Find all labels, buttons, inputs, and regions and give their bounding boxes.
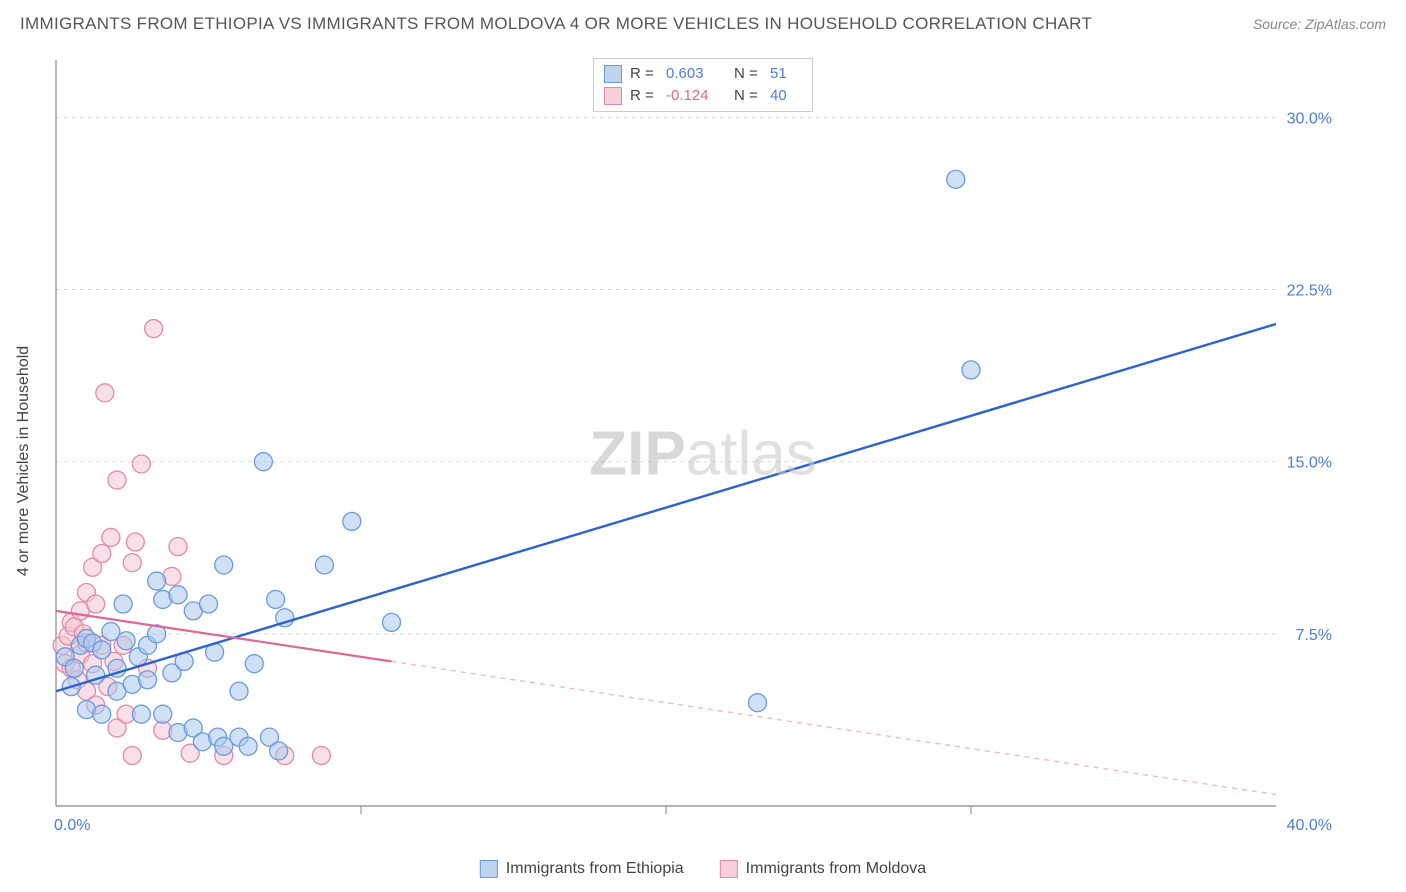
legend-row: R = -0.124 N = 40 [604,85,802,107]
data-point [93,641,111,659]
data-point [343,512,361,530]
legend-swatch [604,65,622,83]
legend-item: Immigrants from Moldova [720,860,927,878]
x-tick-label: 40.0% [1287,817,1332,834]
data-point [245,655,263,673]
y-tick-label: 30.0% [1287,110,1332,127]
y-axis-label: 4 or more Vehicles in Household [15,346,33,576]
data-point [145,320,163,338]
data-point [108,471,126,489]
data-point [132,455,150,473]
data-point [126,533,144,551]
scatter-chart: 7.5% 15.0% 22.5% 30.0% 0.0% 40.0% [16,46,1336,836]
data-point [267,590,285,608]
y-tick-label: 15.0% [1287,455,1332,472]
data-point [215,556,233,574]
r-value: 0.603 [666,63,726,85]
data-point [139,671,157,689]
legend-row: R = 0.603 N = 51 [604,63,802,85]
y-tick-label: 22.5% [1287,283,1332,300]
data-point [254,453,272,471]
data-point [962,361,980,379]
data-point [383,613,401,631]
chart-area: 4 or more Vehicles in Household ZIPatlas… [16,46,1390,876]
x-tick-label: 0.0% [54,817,90,834]
data-point [123,554,141,572]
data-point [65,659,83,677]
n-label: N = [734,85,762,107]
legend-item: Immigrants from Ethiopia [480,860,684,878]
n-label: N = [734,63,762,85]
data-point [239,737,257,755]
data-point [270,742,288,760]
chart-title: IMMIGRANTS FROM ETHIOPIA VS IMMIGRANTS F… [20,14,1092,34]
n-value: 40 [770,85,802,107]
series-legend: Immigrants from Ethiopia Immigrants from … [480,860,926,878]
r-value: -0.124 [666,85,726,107]
legend-swatch [604,87,622,105]
data-point [169,586,187,604]
legend-swatch [720,860,738,878]
data-point [123,747,141,765]
r-label: R = [630,63,658,85]
data-point [102,528,120,546]
data-point [93,705,111,723]
legend-label: Immigrants from Moldova [746,860,927,878]
data-point [947,170,965,188]
trend-line-moldova-extrapolated [392,661,1277,794]
data-point [749,694,767,712]
n-value: 51 [770,63,802,85]
data-point [114,595,132,613]
data-point [154,705,172,723]
source-attribution: Source: ZipAtlas.com [1253,16,1386,32]
data-point [93,545,111,563]
data-point [96,384,114,402]
r-label: R = [630,85,658,107]
data-point [117,632,135,650]
data-point [169,538,187,556]
trend-line-ethiopia [56,324,1276,691]
legend-label: Immigrants from Ethiopia [506,860,684,878]
data-point [200,595,218,613]
data-point [148,572,166,590]
data-point [87,595,105,613]
data-point [312,747,330,765]
data-point [230,682,248,700]
correlation-legend: R = 0.603 N = 51 R = -0.124 N = 40 [593,58,813,112]
y-tick-label: 7.5% [1296,627,1332,644]
legend-swatch [480,860,498,878]
data-point [132,705,150,723]
data-point [315,556,333,574]
